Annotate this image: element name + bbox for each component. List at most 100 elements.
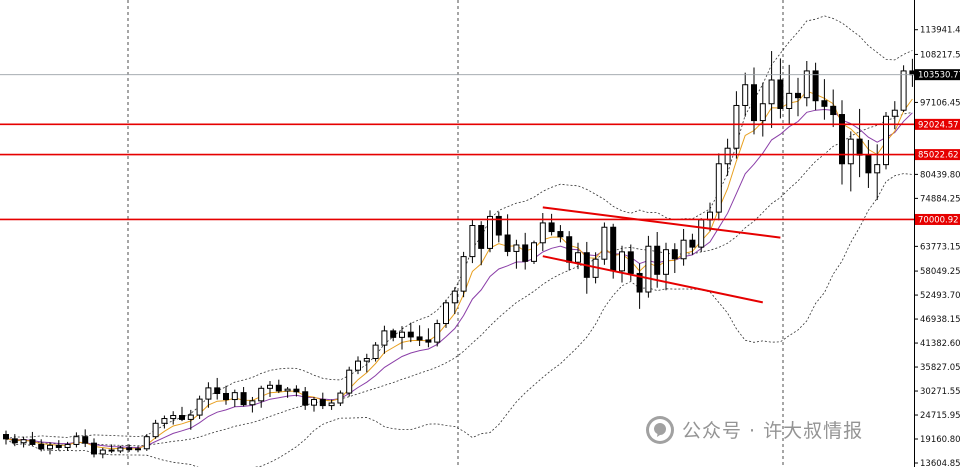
candle [99, 447, 106, 459]
candle [302, 387, 309, 410]
candle [399, 326, 405, 350]
candle-body-up [487, 215, 493, 249]
y-tick-label: 113941.45 [920, 26, 960, 36]
candle [179, 406, 185, 422]
y-tick-label: 97106.45 [920, 98, 960, 108]
watermark-text: 公众号 · 许大叔情报 [682, 420, 863, 442]
channel-upper-line [542, 206, 781, 239]
candle-body-up [47, 444, 53, 450]
candle-body-up [733, 104, 740, 149]
candle [20, 436, 27, 448]
candle-body-up [460, 256, 467, 292]
candle [346, 366, 353, 397]
candle [311, 396, 317, 412]
current-price-box [915, 69, 960, 81]
candle-body-up [117, 447, 124, 452]
level-label: 70000.92 [918, 215, 959, 225]
candle [214, 377, 221, 400]
level-label-box [915, 149, 960, 161]
candle [223, 385, 229, 405]
candle-body-up [680, 239, 687, 260]
candle [267, 380, 273, 397]
candle-body-down [865, 154, 872, 174]
y-tick-label: 46938.15 [920, 315, 960, 325]
candle-body-up [372, 344, 379, 360]
candle-body-down [11, 438, 18, 444]
candle [883, 111, 889, 170]
candle-body-down [566, 236, 573, 263]
candle-body-down [319, 399, 326, 407]
candle-body-up [205, 387, 212, 400]
candle [777, 58, 784, 119]
candle [64, 441, 71, 451]
y-tick-label: 24715.95 [920, 411, 960, 421]
candle [3, 430, 9, 445]
candle-body-down [407, 331, 414, 338]
candle-body-down [610, 226, 617, 272]
candle [751, 67, 757, 135]
candle [425, 328, 432, 348]
candle [830, 89, 837, 128]
candle [460, 251, 467, 298]
candle-body-up [267, 384, 273, 389]
candle [152, 419, 159, 439]
candle-body-down [830, 105, 837, 116]
current-price-label: 103530.77 [918, 71, 960, 81]
candle [434, 319, 441, 347]
candle-body-up [742, 84, 749, 106]
candle [495, 211, 502, 243]
candle [249, 396, 256, 413]
candle [654, 231, 661, 288]
candle-body-down [425, 339, 432, 343]
candle [170, 411, 177, 425]
candle-body-down [293, 388, 300, 393]
candle-body-up [786, 92, 793, 109]
candle-body-up [355, 360, 361, 371]
candle-body-up [803, 70, 810, 99]
candle-body-down [223, 392, 229, 401]
candle [108, 444, 115, 454]
candle-body-down [82, 436, 89, 444]
candle [73, 432, 80, 448]
candle [451, 287, 458, 315]
candle [372, 342, 379, 362]
candle-body-down [3, 434, 9, 440]
candle-body-up [363, 358, 370, 362]
y-tick-label: 80439.80 [920, 170, 960, 180]
candle [363, 353, 370, 373]
candle [205, 382, 212, 408]
horizontal-levels [0, 74, 914, 221]
candle [601, 222, 608, 265]
candle-body-up [346, 369, 353, 394]
candle [293, 385, 300, 397]
candles [3, 51, 916, 459]
candle-body-up [715, 163, 722, 213]
candle [803, 60, 810, 107]
candle-body-up [258, 387, 265, 402]
candle-body-down [416, 336, 423, 341]
candle [557, 225, 564, 243]
candle-body-down [275, 384, 282, 392]
candle [487, 210, 493, 253]
candle-body-up [451, 290, 458, 304]
candle [117, 445, 124, 454]
candle [531, 240, 537, 264]
candle [38, 439, 45, 452]
candle [795, 77, 801, 117]
level-labels: 92024.57 85022.62 70000.92 103530.77 [915, 69, 960, 225]
candle-body-up [768, 79, 775, 105]
candle-body-down [522, 244, 529, 262]
candle-body-up [20, 439, 27, 444]
candle [390, 328, 397, 342]
candle [715, 153, 722, 221]
candle-body-up [874, 164, 881, 174]
candle-body-up [231, 392, 238, 401]
candle-body-down [38, 443, 45, 450]
candle-body-up [883, 115, 889, 166]
candle [126, 444, 133, 452]
candle-body-up [434, 323, 441, 343]
candle-body-up [619, 251, 625, 272]
candle-body-up [161, 418, 168, 424]
candle-body-down [302, 391, 309, 406]
candle-body-down [636, 272, 643, 293]
